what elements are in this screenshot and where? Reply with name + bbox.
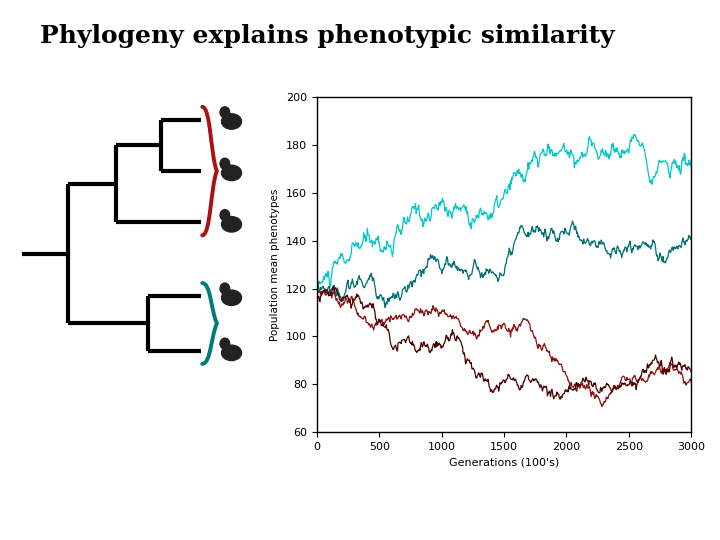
Ellipse shape (220, 338, 230, 349)
Ellipse shape (220, 283, 230, 294)
Ellipse shape (222, 345, 241, 361)
Ellipse shape (220, 158, 230, 169)
Ellipse shape (220, 210, 230, 221)
Ellipse shape (222, 114, 241, 129)
Text: Phylogeny explains phenotypic similarity: Phylogeny explains phenotypic similarity (40, 24, 614, 48)
X-axis label: Generations (100's): Generations (100's) (449, 457, 559, 467)
Ellipse shape (222, 290, 241, 306)
Y-axis label: Population mean phenotypes: Population mean phenotypes (271, 188, 280, 341)
Ellipse shape (220, 107, 230, 118)
Ellipse shape (222, 217, 241, 232)
Ellipse shape (222, 165, 241, 180)
